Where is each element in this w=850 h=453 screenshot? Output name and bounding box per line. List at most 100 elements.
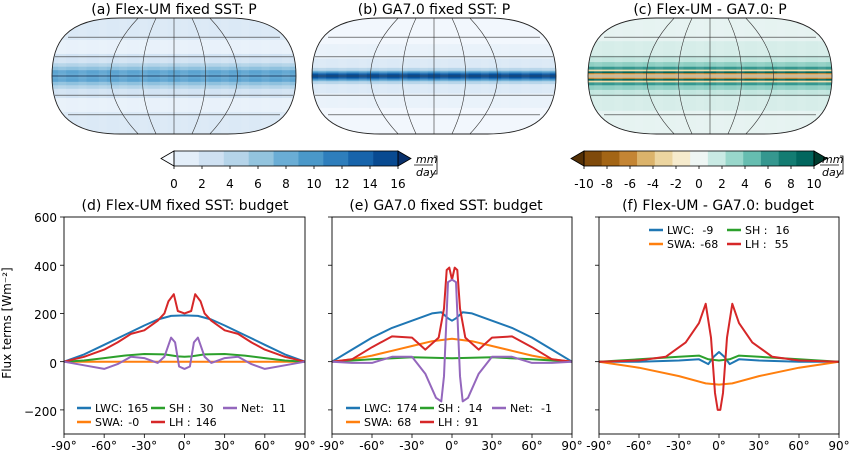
series-line-sh bbox=[331, 356, 573, 363]
x-tick-label: -30° bbox=[666, 439, 692, 453]
meridian-line bbox=[727, 18, 743, 134]
legend-f-lwc: LWC: -9 bbox=[667, 224, 713, 237]
meridian-line bbox=[451, 18, 467, 134]
meridian-line bbox=[370, 18, 399, 134]
colorbar-extend-min bbox=[570, 150, 585, 167]
meridian-line bbox=[110, 18, 139, 134]
cb2-unit-bracket bbox=[840, 155, 844, 175]
series-line-lwc bbox=[331, 311, 573, 363]
map-b bbox=[312, 18, 556, 134]
x-tick-label: 30° bbox=[214, 439, 235, 453]
colorbar-segment bbox=[619, 151, 638, 166]
x-tick-label: -60° bbox=[626, 439, 652, 453]
colorbar-extend-max bbox=[397, 150, 412, 167]
panel-e-title: (e) GA7.0 fixed SST: budget bbox=[349, 198, 543, 214]
colorbar-extend-min bbox=[160, 150, 175, 167]
legend-e-swa: SWA: 68 bbox=[364, 416, 411, 429]
colorbar-segment bbox=[348, 151, 374, 166]
meridian-line bbox=[401, 18, 417, 134]
cb1-unit-top: mm bbox=[416, 153, 437, 166]
colorbar-segment bbox=[273, 151, 299, 166]
colorbar-segment bbox=[672, 151, 691, 166]
series-line-net bbox=[63, 336, 306, 370]
legend-f-swa: SWA: -68 bbox=[667, 238, 718, 251]
map-a-title: (a) Flex-UM fixed SST: P bbox=[91, 2, 256, 18]
y-tick-label: 0 bbox=[49, 357, 57, 371]
legend-e-sh: SH :14 bbox=[438, 402, 482, 415]
x-tick-label: -90° bbox=[586, 439, 612, 453]
cb1-tick: 14 bbox=[362, 177, 377, 191]
cb1-tick: 4 bbox=[226, 177, 234, 191]
x-tick-label: -90° bbox=[319, 439, 345, 453]
x-tick-label: 30° bbox=[748, 439, 769, 453]
cb1-tick: 0 bbox=[170, 177, 178, 191]
cb2-tick: -4 bbox=[647, 177, 659, 191]
cb2-tick: -2 bbox=[670, 177, 682, 191]
colorbar-segment bbox=[601, 151, 620, 166]
series-line-sh bbox=[63, 353, 306, 363]
x-tick-label: 60° bbox=[788, 439, 809, 453]
plot-frame bbox=[331, 216, 573, 435]
colorbar-segment bbox=[223, 151, 249, 166]
colorbar-segment bbox=[796, 151, 815, 166]
series-line-swa bbox=[331, 337, 573, 363]
colorbar-segment bbox=[174, 151, 200, 166]
colorbar-segment bbox=[690, 151, 709, 166]
colorbar-segment bbox=[760, 151, 779, 166]
colorbar-segment bbox=[654, 151, 673, 166]
colorbar-segment bbox=[198, 151, 225, 166]
map-b-title: (b) GA7.0 fixed SST: P bbox=[358, 2, 510, 18]
panel-d-title: (d) Flex-UM fixed SST: budget bbox=[82, 198, 289, 214]
panel-f-title: (f) Flex-UM - GA7.0: budget bbox=[622, 198, 814, 214]
plot-frame bbox=[63, 216, 306, 435]
series-line-lwc bbox=[63, 314, 306, 363]
budget-panel-e: -90° -60° -30° 0° 30° 60° 90° bbox=[319, 216, 583, 453]
cb2-tick: 4 bbox=[741, 177, 749, 191]
map-c-title: (c) Flex-UM - GA7.0: P bbox=[633, 2, 786, 18]
colorbar-segment bbox=[298, 151, 324, 166]
meridian-line bbox=[677, 18, 693, 134]
meridian-line bbox=[209, 18, 238, 134]
x-tick-label: 90° bbox=[294, 439, 315, 453]
map-outline bbox=[51, 17, 297, 135]
cb2-tick: -10 bbox=[574, 177, 594, 191]
cb1-tick: 10 bbox=[306, 177, 321, 191]
y-tick-label: 600 bbox=[34, 211, 57, 225]
map-outline bbox=[311, 17, 557, 135]
x-tick-label: -60° bbox=[359, 439, 385, 453]
legend-e-lwc: LWC: 174 bbox=[364, 402, 417, 415]
legend-e-lh: LH :91 bbox=[438, 416, 479, 429]
plot-area bbox=[599, 217, 839, 434]
series-line-lh bbox=[63, 293, 306, 363]
cb2-tick: 0 bbox=[695, 177, 703, 191]
colorbar-segment bbox=[778, 151, 797, 166]
x-tick-label: 0° bbox=[712, 439, 726, 453]
legend-f-lh: LH :55 bbox=[745, 238, 789, 251]
cb2-tick: -8 bbox=[601, 177, 613, 191]
y-tick-label: 200 bbox=[34, 308, 57, 322]
cb1-tick: 2 bbox=[198, 177, 206, 191]
series-line-swa bbox=[598, 360, 840, 386]
legend-d-swa: SWA: -0 bbox=[95, 416, 139, 429]
x-tick-label: -90° bbox=[51, 439, 77, 453]
meridian-line bbox=[469, 18, 498, 134]
series-line-lwc bbox=[599, 351, 839, 366]
legend-f-sh: SH :16 bbox=[745, 224, 789, 237]
cb2-tick: 8 bbox=[787, 177, 795, 191]
meridian-line bbox=[745, 18, 774, 134]
cb2-tick: 10 bbox=[806, 177, 821, 191]
map-outline bbox=[587, 17, 833, 135]
colorbar-segment bbox=[248, 151, 274, 166]
colorbar-segment bbox=[637, 151, 656, 166]
cb1-tick: 16 bbox=[390, 177, 405, 191]
cb1-tick: 6 bbox=[254, 177, 262, 191]
cb1-unit-bottom: day bbox=[416, 166, 437, 179]
colorbar-segment bbox=[584, 151, 602, 166]
map-c bbox=[588, 18, 832, 134]
x-tick-label: 90° bbox=[828, 439, 849, 453]
legend-d-lh: LH :146 bbox=[169, 416, 217, 429]
x-tick-label: -30° bbox=[132, 439, 158, 453]
x-tick-label: 60° bbox=[254, 439, 275, 453]
cb2-unit-top: mm bbox=[822, 153, 843, 166]
